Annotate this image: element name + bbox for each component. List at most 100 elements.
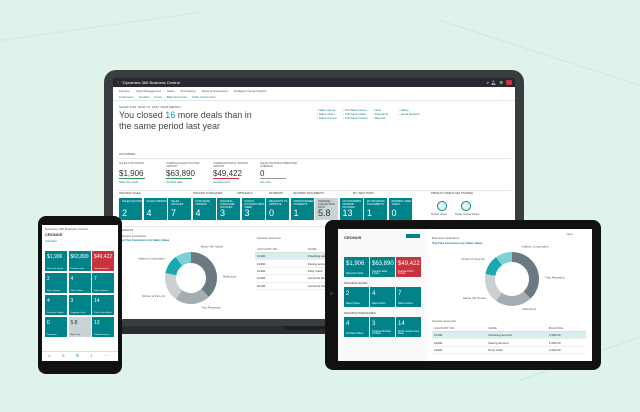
kpi-tile[interactable]: ONGOING PURCHASE INVOICES 3 <box>217 198 240 220</box>
tablet-tile[interactable]: $49,422 Overdue Purch. Invoice <box>396 257 421 277</box>
tile-group-label: INCOMING DOCUMENTS <box>293 192 324 195</box>
home-icon[interactable]: ⌂ <box>48 353 52 359</box>
sub-nav-item[interactable]: Vendors <box>138 95 150 99</box>
phone-tile[interactable]: $1,906 Sales this month <box>45 251 67 271</box>
video-card[interactable]: Product Videos <box>431 198 453 220</box>
play-icon[interactable] <box>461 201 471 211</box>
kpi-tile[interactable]: REQUESTS TO APPROVE 0 <box>266 198 289 220</box>
table-row[interactable]: 10100 Checking account 1,000.00 <box>432 331 586 340</box>
kpi-tile[interactable]: UNPROCESSED PAYMENTS 1 <box>290 198 314 220</box>
gear-icon[interactable]: ⚙ <box>499 80 503 85</box>
play-icon[interactable] <box>437 201 447 211</box>
phone-tile[interactable]: 4 Purchase Orders <box>45 295 67 315</box>
donut-slice[interactable] <box>175 252 191 266</box>
donut-slice[interactable] <box>191 252 217 297</box>
action-link[interactable]: › Reports <box>373 116 386 120</box>
donut-slice[interactable] <box>175 288 209 304</box>
donut-slice[interactable] <box>165 256 183 276</box>
kpi-card[interactable]: SALES INVOICES PREDICTED OVERDUE 0 See mor… <box>260 162 305 188</box>
tablet-tile[interactable]: 14 Purch. Invoices Next Week <box>396 317 421 337</box>
bell-icon[interactable]: 🔔︎ <box>490 80 496 85</box>
donut-slice[interactable] <box>496 252 512 266</box>
phone-tile[interactable]: 13 Vendor Invoices <box>92 317 114 337</box>
phone-tile[interactable]: 0 Payments <box>45 317 67 337</box>
bell-icon[interactable]: ♪ <box>90 353 93 359</box>
kpi-tile[interactable]: SALES INVOICES 7 <box>168 198 191 220</box>
action-link[interactable]: › Excel Reports <box>399 112 420 116</box>
kpi-link[interactable]: See more <box>260 181 272 184</box>
avatar[interactable] <box>506 80 512 85</box>
kpi-tile[interactable]: AVERAGE COLLECTION DAYS 5.8 <box>315 198 338 220</box>
kpi-tile[interactable]: PENDING USER TASKS 0 <box>388 198 412 220</box>
phone-tile[interactable]: 3 Ongoing Purch. <box>68 295 91 315</box>
tablet-tile[interactable]: $63,890 Overdue Sales Invoice <box>370 257 395 277</box>
kpi-link[interactable]: Overdue sales <box>166 181 183 184</box>
list-icon[interactable]: ≡ <box>76 353 79 359</box>
tablet-tile[interactable]: $1,906 Sales this month <box>344 257 369 277</box>
nav-menu-item[interactable]: Intelligent Cloud Insights <box>233 89 267 93</box>
waffle-icon[interactable]: ⋮⋮ <box>116 80 124 85</box>
phone-tile[interactable]: 14 Purch. Next Week <box>92 295 114 315</box>
tablet-tile[interactable]: 4 Sales Orders <box>370 287 395 307</box>
donut-slice[interactable] <box>512 252 539 299</box>
sub-nav-item[interactable]: Chart of Accounts <box>191 95 216 99</box>
donut-slice[interactable] <box>165 273 183 300</box>
action-link[interactable]: › Purchase Invoice <box>343 116 368 120</box>
kpi-tile[interactable]: SALES QUOTES 2 <box>119 198 142 220</box>
nav-menu-item[interactable]: Purchasing <box>180 89 196 93</box>
kpi-tile[interactable]: MY INCOMING DOCUMENTS 1 <box>364 198 387 220</box>
column-header[interactable]: BALANCE <box>546 325 586 332</box>
search-icon[interactable]: ⌕ <box>62 353 65 359</box>
phone-tile[interactable]: 5.8 Avg. Days <box>68 317 91 337</box>
search-icon[interactable]: ⌕ <box>486 80 489 85</box>
tile-label: Ongoing Purchase Invoices <box>372 330 392 336</box>
more-icon[interactable]: ⋯ <box>104 353 109 359</box>
phone-tile[interactable]: $49,422 Overdue purch. <box>92 251 114 271</box>
kpi-link[interactable]: Overdue purch. <box>213 181 231 184</box>
tablet-tile[interactable]: 2 Sales Quotes <box>344 287 369 307</box>
action-link[interactable]: › Sales Quote <box>317 108 336 112</box>
tablet-tile[interactable]: 3 Ongoing Purchase Invoices <box>370 317 395 337</box>
kpi-tile[interactable]: PURCH. INVOICES NEXT WEEK 3 <box>241 198 265 220</box>
donut-slice[interactable] <box>496 291 531 306</box>
kpi-tile[interactable]: OUTSTANDING VENDOR INVOICES 13 <box>339 198 363 220</box>
phone-tile[interactable]: 7 Sales Invoices <box>92 273 114 293</box>
table-row[interactable]: 10200 Saving account 1,000.00 <box>432 338 586 347</box>
kpi-card[interactable]: OVERDUE SALES INVOICE AMOUNT $63,890 Overd… <box>166 162 211 188</box>
sub-nav-item[interactable]: Customers <box>119 95 134 99</box>
column-header[interactable]: NAME <box>486 325 547 332</box>
action-link[interactable]: › Sales Invoice <box>317 116 337 120</box>
table-row[interactable]: 10300 Petty Cash 1,000.00 <box>432 346 586 355</box>
tablet-tile[interactable]: 4 Purchase Orders <box>344 317 369 337</box>
tablet-tile[interactable]: 7 Sales Invoices <box>396 287 421 307</box>
phone-tile[interactable]: 2 Sales Quotes <box>45 273 67 293</box>
nav-menu-item[interactable]: Sales <box>167 89 175 93</box>
phone-tile[interactable]: 4 Sales Orders <box>68 273 91 293</box>
kpi-tile[interactable]: PURCHASE ORDERS 4 <box>192 198 216 220</box>
kpi-tile[interactable]: SALES ORDERS 4 <box>143 198 167 220</box>
kpi-card[interactable]: OVERDUE PURCH. INVOICE AMOUNT $49,422 Over… <box>213 162 258 188</box>
tablet-menu-button[interactable] <box>406 234 420 238</box>
sub-nav-item[interactable]: Items <box>154 95 162 99</box>
tablet-header-right[interactable]: more <box>566 232 573 236</box>
video-card[interactable]: Replay Getting Started <box>455 198 479 220</box>
column-header[interactable]: ACCOUNT NO. <box>255 246 306 253</box>
action-link[interactable]: › New <box>373 108 381 112</box>
nav-menu-item[interactable]: Finance <box>119 89 130 93</box>
kpi-link[interactable]: Sales this month <box>119 181 139 184</box>
phone-sub-label[interactable]: Activities <box>45 239 57 243</box>
donut-slice[interactable] <box>485 273 503 301</box>
donut-slice[interactable] <box>485 257 503 276</box>
action-link[interactable]: › Payments <box>373 112 389 116</box>
nav-menu-item[interactable]: Setup & Extensions <box>201 89 228 93</box>
nav-menu-item[interactable]: Cash Management <box>135 89 162 93</box>
action-link[interactable]: › Purchase Order <box>343 112 367 116</box>
phone-tile[interactable]: $63,890 Overdue sales <box>68 251 91 271</box>
action-link[interactable]: › Setup <box>399 108 409 112</box>
column-header[interactable]: ACCOUNT NO. <box>432 325 487 332</box>
action-link[interactable]: › Sales Order <box>317 112 335 116</box>
sub-nav-item[interactable]: Bank Accounts <box>166 95 187 99</box>
action-link[interactable]: › Purchase Quote <box>343 108 367 112</box>
tile-value: 3 <box>372 321 376 327</box>
kpi-card[interactable]: SALES THIS MONTH $1,906 Sales this month <box>119 162 164 188</box>
